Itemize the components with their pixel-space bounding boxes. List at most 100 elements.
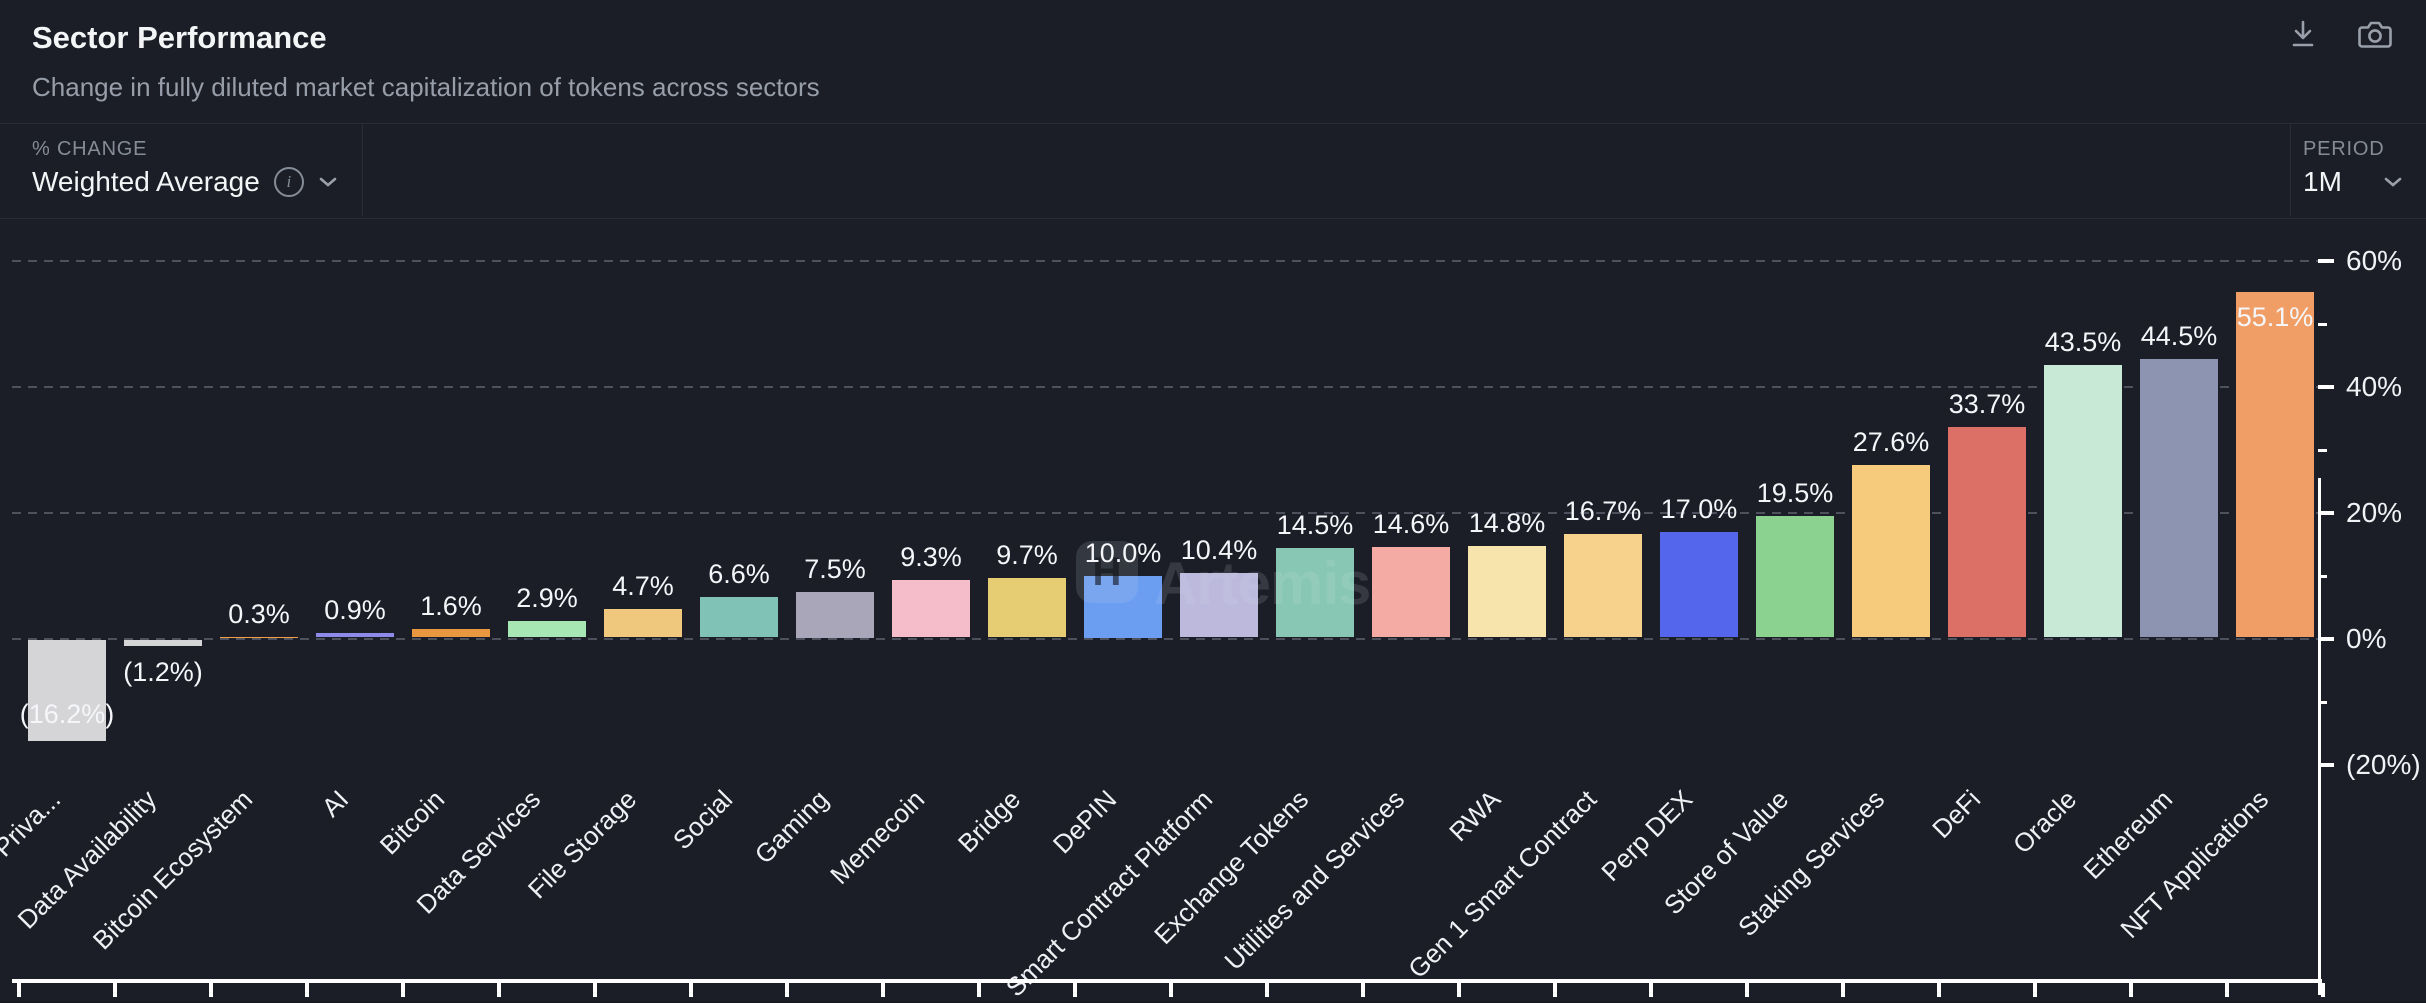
- bar[interactable]: [796, 591, 874, 638]
- download-icon: [2284, 15, 2322, 53]
- x-axis-label: Bitcoin: [373, 784, 451, 861]
- x-axis-label: Social: [666, 784, 739, 856]
- gridline: [12, 638, 2318, 640]
- bar-value-label: 33.7%: [1948, 388, 2026, 419]
- y-axis-label: 40%: [2346, 371, 2403, 402]
- bar[interactable]: [1756, 516, 1834, 638]
- x-axis-tick: [17, 983, 21, 997]
- bar-value-label: 7.5%: [804, 553, 866, 584]
- x-axis-tick: [2033, 983, 2037, 997]
- chevron-down-icon: [2383, 176, 2403, 188]
- x-axis-tick: [785, 983, 789, 997]
- bar[interactable]: [316, 633, 394, 638]
- info-icon[interactable]: i: [273, 167, 304, 197]
- x-axis-label: Gaming: [748, 784, 835, 870]
- bar[interactable]: [1564, 533, 1642, 638]
- x-axis-tick: [1745, 983, 1749, 997]
- bar[interactable]: [892, 580, 970, 638]
- bar-value-label: 1.6%: [420, 590, 482, 621]
- bar[interactable]: [700, 597, 778, 638]
- x-axis-label: DePIN: [1046, 784, 1123, 860]
- x-axis-label: RWA: [1443, 784, 1507, 848]
- x-axis-tick: [209, 983, 213, 997]
- bar-value-label: 0.3%: [228, 599, 290, 630]
- bar[interactable]: [1276, 547, 1354, 638]
- x-axis-tick: [977, 983, 981, 997]
- y-axis-minor-tick: [2318, 322, 2327, 326]
- x-axis-tick: [2129, 983, 2133, 997]
- bar-value-label: 17.0%: [1660, 493, 1738, 524]
- bar-value-label: 2.9%: [516, 582, 578, 613]
- x-axis-label: Gen 1 Smart Contract: [1402, 784, 1603, 985]
- y-axis-label: 0%: [2346, 623, 2387, 654]
- x-axis-label: Utilities and Services: [1218, 784, 1411, 976]
- chart-controls-bar: [0, 123, 2426, 219]
- x-axis-tick: [1361, 983, 1365, 997]
- screenshot-button[interactable]: [2353, 12, 2397, 56]
- bar-value-label: 10.0%: [1084, 538, 1162, 568]
- bar[interactable]: [2044, 364, 2122, 638]
- camera-icon: [2355, 14, 2395, 54]
- bar-value-label: 27.6%: [1852, 427, 1930, 458]
- x-axis-tick: [1841, 983, 1845, 997]
- chevron-down-icon: [318, 176, 338, 188]
- bar[interactable]: [2140, 358, 2218, 638]
- page-title: Sector Performance: [32, 20, 327, 55]
- y-axis-label: 60%: [2346, 245, 2403, 276]
- bar[interactable]: [1948, 426, 2026, 638]
- download-button[interactable]: [2281, 12, 2325, 56]
- metric-value: Weighted Average: [32, 166, 260, 197]
- bar-value-label: 19.5%: [1756, 478, 1834, 509]
- y-axis-tick: [2318, 385, 2334, 389]
- artemis-watermark: Artemis: [1154, 550, 1371, 617]
- divider: [2290, 124, 2291, 216]
- bar-value-label: 4.7%: [612, 571, 674, 602]
- bar[interactable]: [1180, 573, 1258, 638]
- x-axis-tick: [305, 983, 309, 997]
- bar[interactable]: [604, 609, 682, 638]
- bar[interactable]: [28, 640, 106, 741]
- y-axis-minor-tick: [2318, 700, 2327, 704]
- x-axis-label: Bridge: [951, 784, 1027, 859]
- bar[interactable]: [1372, 547, 1450, 638]
- metric-dropdown[interactable]: Weighted Average i: [32, 166, 338, 198]
- y-axis-minor-tick: [2318, 448, 2327, 452]
- x-axis-tick: [113, 983, 117, 997]
- bar-value-label: 6.6%: [708, 559, 770, 590]
- bar[interactable]: [2236, 291, 2314, 638]
- bar[interactable]: [220, 637, 298, 638]
- x-axis-tick: [1649, 983, 1653, 997]
- x-axis-label: Priva...: [0, 784, 67, 863]
- bar-value-label: (16.2%): [19, 699, 115, 730]
- y-axis-tick: [2318, 259, 2334, 263]
- gridline: [12, 386, 2318, 388]
- x-axis-tick: [1457, 983, 1461, 997]
- bar[interactable]: [508, 620, 586, 638]
- bar-value-label: 9.3%: [900, 542, 962, 573]
- y-axis-label: 20%: [2346, 497, 2403, 528]
- bar-value-label: 16.7%: [1564, 495, 1642, 526]
- bar[interactable]: [124, 640, 202, 647]
- period-dropdown[interactable]: 1M: [2303, 166, 2403, 198]
- bar[interactable]: [1852, 465, 1930, 638]
- x-axis-tick: [2225, 983, 2229, 997]
- y-axis-tick: [2318, 637, 2334, 641]
- x-axis-label: Oracle: [2006, 784, 2083, 860]
- bar-value-label: 55.1%: [2236, 301, 2314, 332]
- period-value: 1M: [2303, 166, 2342, 197]
- bar-value-label: 43.5%: [2044, 326, 2122, 357]
- y-axis-label: (20%): [2346, 749, 2421, 780]
- y-axis-tick: [2318, 511, 2334, 515]
- bar[interactable]: [1084, 576, 1162, 638]
- x-axis-tick: [1937, 983, 1941, 997]
- page-subtitle: Change in fully diluted market capitaliz…: [32, 72, 820, 102]
- x-axis-label: Memecoin: [824, 784, 931, 891]
- bar-value-label: 14.6%: [1372, 509, 1450, 540]
- bar[interactable]: [1468, 545, 1546, 638]
- gridline: [12, 260, 2318, 262]
- x-axis-tick: [1169, 983, 1173, 997]
- y-axis-tick: [2318, 763, 2334, 767]
- bar[interactable]: [1660, 531, 1738, 638]
- bar[interactable]: [412, 628, 490, 638]
- bar[interactable]: [988, 577, 1066, 638]
